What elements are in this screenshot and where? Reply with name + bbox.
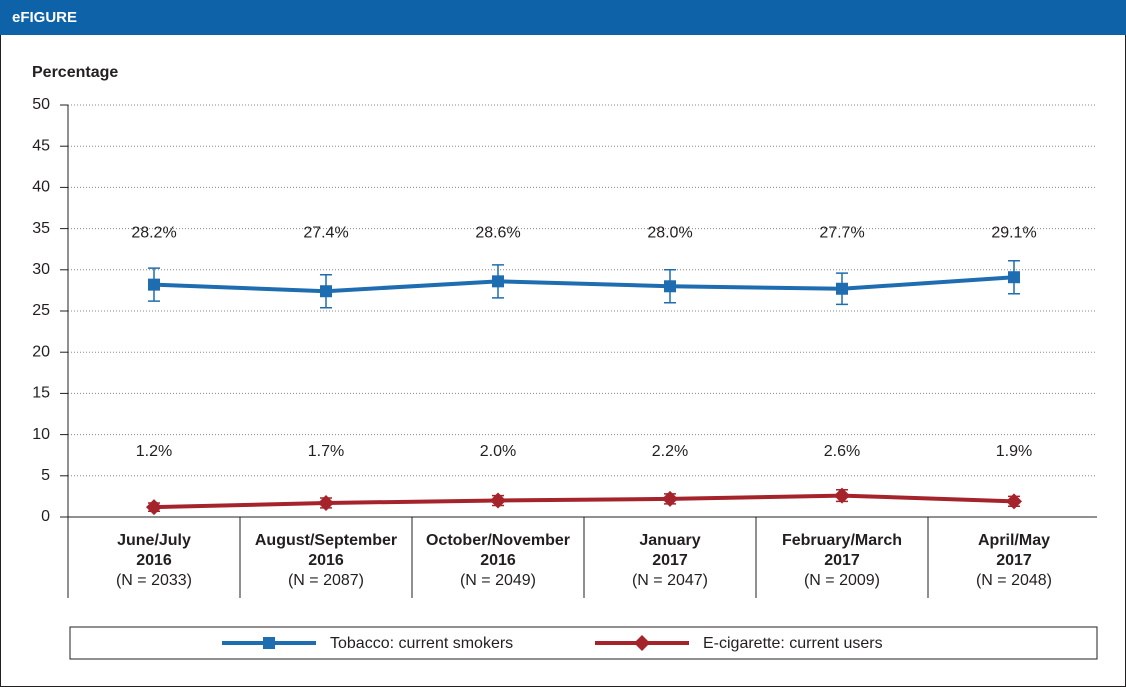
y-tick-label: 20 — [32, 343, 50, 360]
header-title: eFIGURE — [12, 9, 77, 26]
y-tick-label: 35 — [32, 220, 50, 237]
legend-label: E-cigarette: current users — [703, 635, 883, 652]
legend-marker — [634, 635, 650, 651]
point — [1006, 493, 1022, 510]
sample-size: (N = 2033) — [116, 572, 192, 589]
point — [318, 494, 334, 511]
x-tick-label: June/July — [117, 532, 191, 549]
legend-marker — [263, 637, 275, 649]
x-tick-label: January — [639, 532, 700, 549]
data-label: 1.2% — [136, 443, 172, 460]
data-label: 28.2% — [131, 224, 176, 241]
data-label: 27.4% — [303, 224, 348, 241]
y-tick-label: 30 — [32, 261, 50, 278]
point — [836, 282, 848, 295]
series-line — [153, 275, 1015, 294]
data-label: 1.7% — [308, 443, 344, 460]
y-tick-label: 0 — [41, 508, 50, 525]
point — [148, 278, 160, 291]
sample-size: (N = 2047) — [632, 572, 708, 589]
point — [662, 490, 678, 507]
data-label: 2.6% — [824, 443, 860, 460]
data-label: 1.9% — [996, 443, 1032, 460]
x-tick-label: 2017 — [996, 552, 1032, 569]
y-tick-label: 5 — [41, 467, 50, 484]
series-line — [153, 493, 1015, 510]
y-tick-label: 10 — [32, 426, 50, 443]
point — [146, 499, 162, 516]
x-tick-label: 2017 — [824, 552, 860, 569]
legend-label: Tobacco: current smokers — [330, 635, 513, 652]
sample-size: (N = 2087) — [288, 572, 364, 589]
x-tick-label: August/September — [255, 532, 397, 549]
legend-box — [69, 626, 1098, 660]
y-tick-label: 45 — [32, 137, 50, 154]
x-tick-label: February/March — [782, 532, 902, 549]
x-tick-label: 2017 — [652, 552, 688, 569]
data-label: 28.6% — [475, 224, 520, 241]
data-label: 27.7% — [819, 224, 864, 241]
y-tick-label: 15 — [32, 385, 50, 402]
y-tick-label: 25 — [32, 302, 50, 319]
sample-size: (N = 2049) — [460, 572, 536, 589]
x-tick-label: 2016 — [136, 552, 172, 569]
point — [320, 285, 332, 298]
point — [492, 275, 504, 288]
point — [490, 492, 506, 509]
point — [1008, 271, 1020, 284]
x-tick-label: October/November — [426, 532, 570, 549]
sample-size: (N = 2048) — [976, 572, 1052, 589]
point — [834, 487, 850, 504]
data-label: 29.1% — [991, 224, 1036, 241]
data-label: 2.0% — [480, 443, 516, 460]
y-tick-label: 40 — [32, 179, 50, 196]
y-tick-label: 50 — [32, 96, 50, 113]
x-tick-label: 2016 — [308, 552, 344, 569]
header-bar — [0, 0, 1126, 35]
data-label: 28.0% — [647, 224, 692, 241]
x-tick-label: April/May — [978, 532, 1050, 549]
x-tick-label: 2016 — [480, 552, 516, 569]
y-axis-title: Percentage — [32, 64, 118, 81]
data-label: 2.2% — [652, 443, 688, 460]
point — [664, 280, 676, 293]
sample-size: (N = 2009) — [804, 572, 880, 589]
